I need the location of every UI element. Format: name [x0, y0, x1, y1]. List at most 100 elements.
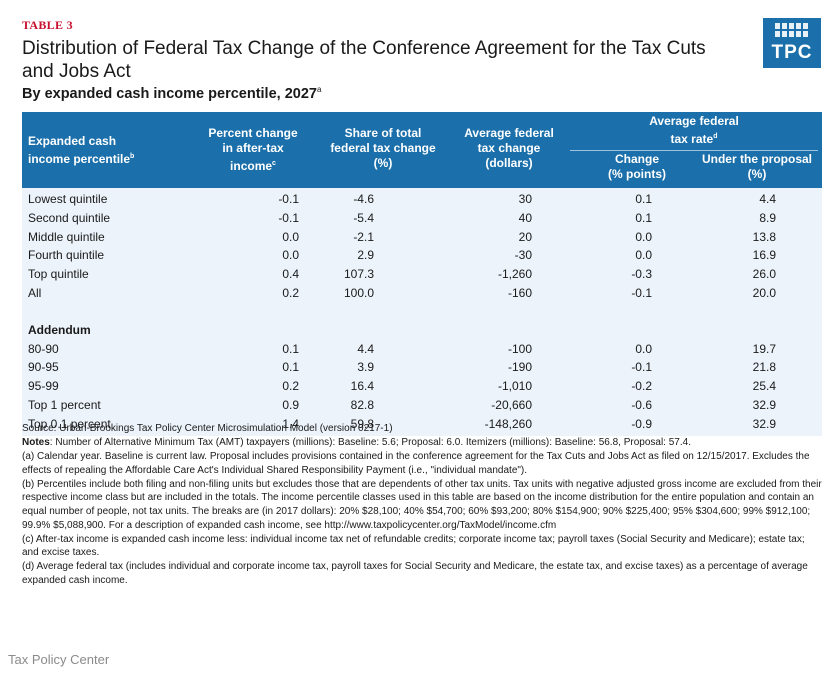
footer-credit: Tax Policy Center [8, 652, 110, 667]
row-label: 90-95 [28, 360, 59, 375]
table-cell: 59.8 [350, 416, 374, 431]
table-cell: -0.6 [631, 397, 652, 412]
table-cell: -0.3 [631, 267, 652, 282]
table-cell: -1,260 [497, 267, 532, 282]
table-cell: 16.4 [350, 379, 374, 394]
table-cell: 0.0 [635, 341, 652, 356]
table-cell: -0.2 [631, 379, 652, 394]
header-avg-tax-change: Average federal tax change (dollars) [464, 126, 554, 170]
header-share-total: Share of total federal tax change (%) [330, 126, 436, 170]
table-cell: 0.9 [282, 397, 299, 412]
table-cell: 32.9 [752, 416, 776, 431]
table-cell: 0.0 [282, 229, 299, 244]
distribution-table: Expanded cash income percentileb Percent… [22, 112, 822, 436]
table-cell: -20,660 [491, 397, 532, 412]
table-cell: 20 [518, 229, 532, 244]
table-cell: 20.0 [752, 285, 776, 300]
subtitle-note: a [316, 85, 322, 94]
header-under-proposal: Under the proposal (%) [701, 152, 812, 181]
table-cell: 0.4 [282, 267, 299, 282]
table-cell: 21.8 [752, 360, 776, 375]
tpc-logo[interactable]: TPC [763, 18, 821, 68]
table-cell: -148,260 [484, 416, 532, 431]
table-cell: -1,010 [497, 379, 532, 394]
table-row: Top 0.1 percent 1.4 59.8 -148,260 -0.9 32.9 [22, 415, 822, 434]
table-cell: 0.0 [635, 229, 652, 244]
table-cell: -0.1 [631, 285, 652, 300]
logo-grid-icon [775, 23, 809, 39]
row-label: Top 1 percent [28, 397, 101, 412]
table-cell: 0.1 [282, 341, 299, 356]
row-spacer [22, 303, 822, 321]
table-cell: -2.1 [353, 229, 374, 244]
table-cell: 0.1 [282, 360, 299, 375]
table-row: All 0.2 100.0 -160 -0.1 20.0 [22, 284, 822, 303]
row-label: Middle quintile [28, 229, 105, 244]
table-row: Fourth quintile 0.0 2.9 -30 0.0 16.9 [22, 246, 822, 265]
table-cell: -0.1 [278, 192, 299, 206]
header-rate-change: Change (% points) [608, 152, 666, 181]
table-cell: -0.1 [278, 210, 299, 225]
table-cell: -160 [507, 285, 532, 300]
table-cell: 3.9 [357, 360, 374, 375]
table-notes: Source: Urban-Brookings Tax Policy Cente… [22, 422, 822, 588]
table-cell: 82.8 [350, 397, 374, 412]
footnote-b: (b) Percentiles include both filing and … [22, 478, 822, 531]
row-label: Lowest quintile [28, 192, 108, 206]
table-row: Top quintile 0.4 107.3 -1,260 -0.3 26.0 [22, 265, 822, 284]
table-row: Lowest quintile -0.1 -4.6 30 0.1 4.4 [22, 190, 822, 209]
table-cell: -0.1 [631, 360, 652, 375]
table-row: Second quintile -0.1 -5.4 40 0.1 8.9 [22, 209, 822, 228]
row-label: Top quintile [28, 267, 89, 282]
subtitle-text: By expanded cash income percentile, 2027 [22, 85, 317, 102]
table-cell: -0.9 [631, 416, 652, 431]
table-cell: 26.0 [752, 267, 776, 282]
table-cell: -30 [514, 248, 532, 263]
logo-text: TPC [771, 42, 813, 63]
table-cell: 4.4 [759, 192, 776, 206]
table-cell: 100.0 [343, 285, 374, 300]
table-cell: 0.0 [282, 248, 299, 263]
table-cell: 40 [518, 210, 532, 225]
table-cell: 16.9 [752, 248, 776, 263]
table-cell: 2.9 [357, 248, 374, 263]
addendum-heading: Addendum [22, 321, 822, 340]
footnote-c: (c) After-tax income is expanded cash in… [22, 533, 805, 559]
page-title: Distribution of Federal Tax Change of th… [22, 38, 706, 82]
table-cell: -100 [507, 341, 532, 356]
table-cell: 0.2 [282, 379, 299, 394]
table-header: Expanded cash income percentileb Percent… [22, 112, 822, 188]
header-avg-tax-rate-group: Average federal tax rated [649, 114, 739, 146]
table-row: 80-90 0.1 4.4 -100 0.0 19.7 [22, 340, 822, 359]
table-cell: 4.4 [357, 341, 374, 356]
table-row: Top 1 percent 0.9 82.8 -20,660 -0.6 32.9 [22, 396, 822, 415]
table-body: Lowest quintile -0.1 -4.6 30 0.1 4.4 Second qu… [22, 188, 822, 436]
table-cell: 8.9 [759, 210, 776, 225]
table-cell: -5.4 [353, 210, 374, 225]
table-cell: 107.3 [343, 267, 374, 282]
table-cell: 32.9 [752, 397, 776, 412]
table-cell: 19.7 [752, 341, 776, 356]
row-label: 95-99 [28, 379, 59, 394]
source-note: Source: Urban-Brookings Tax Policy Cente… [22, 423, 393, 434]
table-cell: 0.0 [635, 248, 652, 263]
table-cell: 13.8 [752, 229, 776, 244]
table-cell: 0.1 [635, 210, 652, 225]
table-cell: 25.4 [752, 379, 776, 394]
row-label: All [28, 285, 42, 300]
table-row: 90-95 0.1 3.9 -190 -0.1 21.8 [22, 358, 822, 377]
footnote-a: (a) Calendar year. Baseline is current l… [22, 451, 810, 476]
page-subtitle: By expanded cash income percentile, 2027… [22, 85, 321, 102]
table-cell: 0.1 [635, 192, 652, 206]
row-label: 80-90 [28, 341, 59, 356]
row-label: Fourth quintile [28, 248, 105, 263]
header-percent-change: Percent change in after-tax incomec [208, 126, 298, 173]
table-cell: 30 [518, 192, 532, 206]
row-label: Second quintile [28, 210, 111, 225]
footnote-d: (d) Average federal tax (includes indivi… [22, 561, 808, 587]
table-label: TABLE 3 [22, 18, 73, 32]
addendum-label: Addendum [28, 322, 91, 337]
table-cell: -4.6 [353, 192, 374, 206]
table-cell: 1.4 [282, 416, 299, 431]
header-rule [570, 150, 818, 151]
